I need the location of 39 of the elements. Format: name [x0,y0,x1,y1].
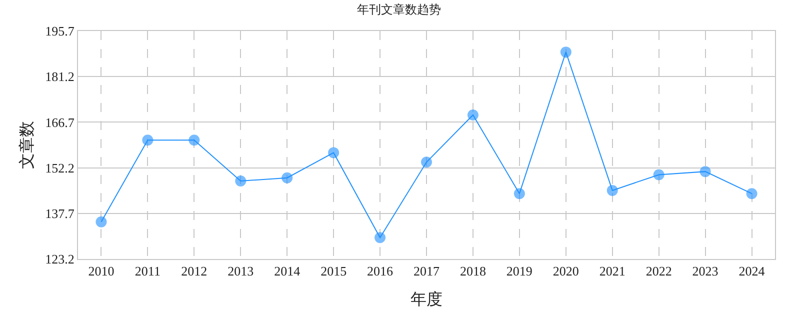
x-tick-label: 2013 [228,264,254,279]
y-tick-label: 152.2 [45,160,74,176]
x-tick-label: 2023 [692,264,718,279]
point [96,216,107,228]
point [142,134,154,146]
point [514,188,525,200]
chart-title: 年刊文章数趋势 [357,2,441,16]
x-tick-label: 2014 [274,264,301,279]
point [188,134,200,146]
y-tick-label: 166.7 [45,114,75,130]
y-tick-label: 181.2 [45,69,74,84]
x-tick-label: 2011 [134,264,160,279]
x-tick-label: 2016 [367,264,394,279]
x-tick-label: 2022 [646,264,672,279]
point [746,188,758,200]
point [282,172,293,184]
point [374,232,386,244]
x-tick-label: 2021 [599,264,626,279]
point [606,184,618,196]
point [421,156,432,168]
point [235,176,246,187]
point [653,169,664,180]
x-tick-label: 2017 [414,264,440,279]
x-axis-title: 年度 [410,290,442,308]
y-tick-label: 137.7 [45,206,75,221]
y-tick-label: 195.7 [45,24,75,39]
y-tick-label: 123.2 [45,252,74,267]
point [700,166,711,178]
x-tick-label: 2018 [460,264,486,279]
point [467,109,478,120]
x-tick-label: 2015 [320,264,347,279]
x-tick-label: 2024 [738,264,766,279]
x-tick-label: 2010 [88,264,114,279]
y-axis-title: 文章数 [18,121,36,169]
x-tick-label: 2019 [506,264,532,279]
point [328,147,340,158]
x-tick-label: 2012 [181,264,208,279]
x-tick-label: 2020 [552,264,579,279]
point [560,46,572,58]
